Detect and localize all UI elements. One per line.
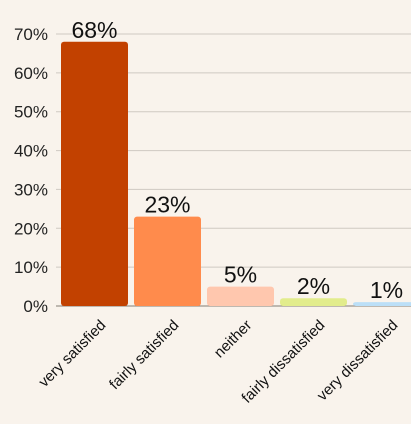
y-tick-label: 60% (14, 64, 48, 83)
y-tick-label: 70% (14, 25, 48, 44)
y-tick-label: 20% (14, 219, 48, 238)
data-label: 2% (297, 273, 330, 299)
data-label: 68% (71, 17, 117, 43)
bar-fairly-dissatisfied (280, 298, 347, 306)
bar-fairly-satisfied (134, 216, 201, 306)
category-label: fairly satisfied (106, 317, 182, 393)
bars (61, 41, 411, 307)
data-label: 1% (370, 277, 403, 303)
y-tick-label: 0% (23, 297, 48, 316)
bar-neither (207, 286, 274, 306)
category-label: very satisfied (35, 317, 109, 391)
y-tick-label: 50% (14, 103, 48, 122)
bar-very-satisfied (61, 41, 128, 307)
y-tick-label: 10% (14, 258, 48, 277)
data-labels: 68% 23% 5% 2% 1% (71, 17, 403, 303)
bar-very-dissatisfied (353, 302, 411, 306)
category-label: neither (211, 317, 255, 361)
data-label: 5% (224, 262, 257, 288)
y-tick-label: 40% (14, 142, 48, 161)
data-label: 23% (144, 192, 190, 218)
y-axis-tick-labels: 0% 10% 20% 30% 40% 50% 60% 70% (14, 25, 48, 316)
y-tick-label: 30% (14, 180, 48, 199)
